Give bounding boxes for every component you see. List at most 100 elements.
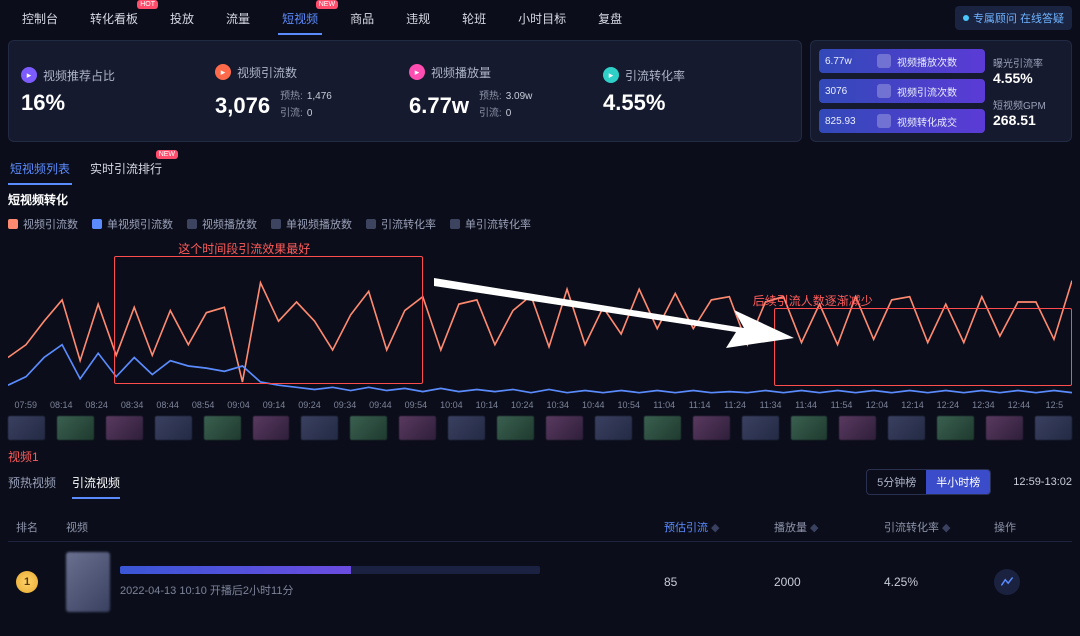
metric-icon bbox=[877, 114, 891, 128]
video-tabs: 预热视频引流视频5分钟榜半小时榜12:59-13:02 bbox=[8, 469, 1072, 495]
chart-area: 这个时间段引流效果最好 后续引流人数逐渐减少 bbox=[8, 238, 1072, 398]
table-col-header[interactable]: 视频 bbox=[66, 519, 664, 535]
nav-item[interactable]: 转化看板HOT bbox=[76, 2, 152, 35]
video-thumb[interactable] bbox=[742, 416, 779, 440]
cell-rate: 4.25% bbox=[884, 575, 994, 589]
legend-item[interactable]: 视频播放数 bbox=[187, 216, 257, 232]
stat-block: ▸视频推荐占比16% bbox=[21, 67, 207, 116]
video-meta: 2022-04-13 10:10 开播后2小时11分 bbox=[120, 582, 540, 598]
video-thumb[interactable] bbox=[399, 416, 436, 440]
chart-legend: 视频引流数单视频引流数视频播放数单视频播放数引流转化率单引流转化率 bbox=[8, 216, 1072, 232]
nav-item[interactable]: 复盘 bbox=[584, 2, 636, 35]
x-tick: 10:44 bbox=[576, 400, 611, 410]
video-section-title: 视频1 bbox=[8, 448, 1072, 465]
stats-row: ▸视频推荐占比16%▸视频引流数3,076预热:1,476引流:0▸视频播放量6… bbox=[0, 36, 1080, 146]
side-metric-row[interactable]: 3076视频引流次数 bbox=[819, 79, 985, 103]
x-tick: 10:04 bbox=[434, 400, 469, 410]
table-col-header[interactable]: 操作 bbox=[994, 519, 1064, 535]
side-metric-row[interactable]: 825.93视频转化成交 bbox=[819, 109, 985, 133]
side-metric-row[interactable]: 6.77w视频播放次数 bbox=[819, 49, 985, 73]
side-kpi: 短视频GPM268.51 bbox=[993, 97, 1063, 128]
video-thumb[interactable] bbox=[693, 416, 730, 440]
segment-option[interactable]: 半小时榜 bbox=[926, 470, 990, 494]
video-thumb[interactable] bbox=[595, 416, 632, 440]
stat-block: ▸引流转化率4.55% bbox=[603, 67, 789, 116]
x-tick: 08:24 bbox=[79, 400, 114, 410]
legend-item[interactable]: 引流转化率 bbox=[366, 216, 436, 232]
table-col-header[interactable]: 引流转化率◆ bbox=[884, 519, 994, 535]
legend-item[interactable]: 单视频播放数 bbox=[271, 216, 352, 232]
video-thumb[interactable] bbox=[986, 416, 1023, 440]
chart-title: 短视频转化 bbox=[8, 191, 1072, 208]
video-thumb[interactable] bbox=[1035, 416, 1072, 440]
video-thumb[interactable] bbox=[253, 416, 290, 440]
video-thumb[interactable] bbox=[791, 416, 828, 440]
x-tick: 09:44 bbox=[363, 400, 398, 410]
video-list-section: 视频1 预热视频引流视频5分钟榜半小时榜12:59-13:02 排名视频预估引流… bbox=[0, 442, 1080, 624]
nav-item[interactable]: 流量 bbox=[212, 2, 264, 35]
video-thumb[interactable] bbox=[937, 416, 974, 440]
video-thumb[interactable] bbox=[106, 416, 143, 440]
video-thumb[interactable] bbox=[301, 416, 338, 440]
video-thumb[interactable] bbox=[57, 416, 94, 440]
chart-x-axis: 07:5908:1408:2408:3408:4408:5409:0409:14… bbox=[8, 400, 1072, 410]
x-tick: 08:34 bbox=[114, 400, 149, 410]
table-col-header[interactable]: 预估引流◆ bbox=[664, 519, 774, 535]
x-tick: 10:54 bbox=[611, 400, 646, 410]
video-tab[interactable]: 预热视频 bbox=[8, 470, 56, 495]
video-thumb[interactable] bbox=[350, 416, 387, 440]
consult-button[interactable]: 专属顾问 在线答疑 bbox=[955, 6, 1072, 30]
video-thumb[interactable] bbox=[839, 416, 876, 440]
video-thumb[interactable] bbox=[448, 416, 485, 440]
x-tick: 12:34 bbox=[966, 400, 1001, 410]
side-summary-card: 6.77w视频播放次数3076视频引流次数825.93视频转化成交 曝光引流率4… bbox=[810, 40, 1072, 142]
nav-item[interactable]: 商品 bbox=[336, 2, 388, 35]
nav-item[interactable]: 轮班 bbox=[448, 2, 500, 35]
x-tick: 12:44 bbox=[1001, 400, 1036, 410]
video-thumb[interactable] bbox=[546, 416, 583, 440]
nav-item[interactable]: 小时目标 bbox=[504, 2, 580, 35]
nav-item[interactable]: 控制台 bbox=[8, 2, 72, 35]
video-thumb[interactable] bbox=[497, 416, 534, 440]
x-tick: 10:34 bbox=[540, 400, 575, 410]
video-thumb[interactable] bbox=[204, 416, 241, 440]
video-thumb[interactable] bbox=[155, 416, 192, 440]
time-segment: 5分钟榜半小时榜 bbox=[866, 469, 991, 495]
video-tab[interactable]: 引流视频 bbox=[72, 470, 120, 495]
subtab[interactable]: 短视频列表 bbox=[8, 154, 72, 183]
video-thumb[interactable] bbox=[8, 416, 45, 440]
top-nav: 控制台转化看板HOT投放流量短视频NEW商品违规轮班小时目标复盘 专属顾问 在线答… bbox=[0, 0, 1080, 36]
subtab[interactable]: 实时引流排行NEW bbox=[88, 154, 164, 183]
nav-item[interactable]: 短视频NEW bbox=[268, 2, 332, 35]
cell-est: 85 bbox=[664, 575, 774, 589]
table-col-header[interactable]: 播放量◆ bbox=[774, 519, 884, 535]
video-table: 排名视频预估引流◆播放量◆引流转化率◆操作 12022-04-13 10:10 … bbox=[8, 513, 1072, 618]
x-tick: 11:54 bbox=[824, 400, 859, 410]
legend-item[interactable]: 视频引流数 bbox=[8, 216, 78, 232]
x-tick: 09:24 bbox=[292, 400, 327, 410]
nav-item[interactable]: 投放 bbox=[156, 2, 208, 35]
video-thumbnail[interactable] bbox=[66, 552, 110, 612]
action-icon[interactable] bbox=[994, 569, 1020, 595]
x-tick: 11:24 bbox=[717, 400, 752, 410]
x-tick: 12:14 bbox=[895, 400, 930, 410]
metric-icon bbox=[877, 84, 891, 98]
annotation-box-left bbox=[114, 256, 423, 384]
x-tick: 07:59 bbox=[8, 400, 43, 410]
x-tick: 12:24 bbox=[930, 400, 965, 410]
stat-block: ▸视频引流数3,076预热:1,476引流:0 bbox=[215, 64, 401, 119]
segment-option[interactable]: 5分钟榜 bbox=[867, 470, 926, 494]
video-thumb[interactable] bbox=[644, 416, 681, 440]
x-tick: 09:54 bbox=[398, 400, 433, 410]
video-thumb[interactable] bbox=[888, 416, 925, 440]
nav-item[interactable]: 违规 bbox=[392, 2, 444, 35]
legend-item[interactable]: 单引流转化率 bbox=[450, 216, 531, 232]
cell-plays: 2000 bbox=[774, 575, 884, 589]
metric-icon bbox=[877, 54, 891, 68]
x-tick: 09:14 bbox=[256, 400, 291, 410]
legend-item[interactable]: 单视频引流数 bbox=[92, 216, 173, 232]
play-icon: ▸ bbox=[409, 64, 425, 80]
table-col-header[interactable]: 排名 bbox=[16, 519, 66, 535]
video-thumb-strip bbox=[0, 410, 1080, 442]
x-tick: 11:14 bbox=[682, 400, 717, 410]
